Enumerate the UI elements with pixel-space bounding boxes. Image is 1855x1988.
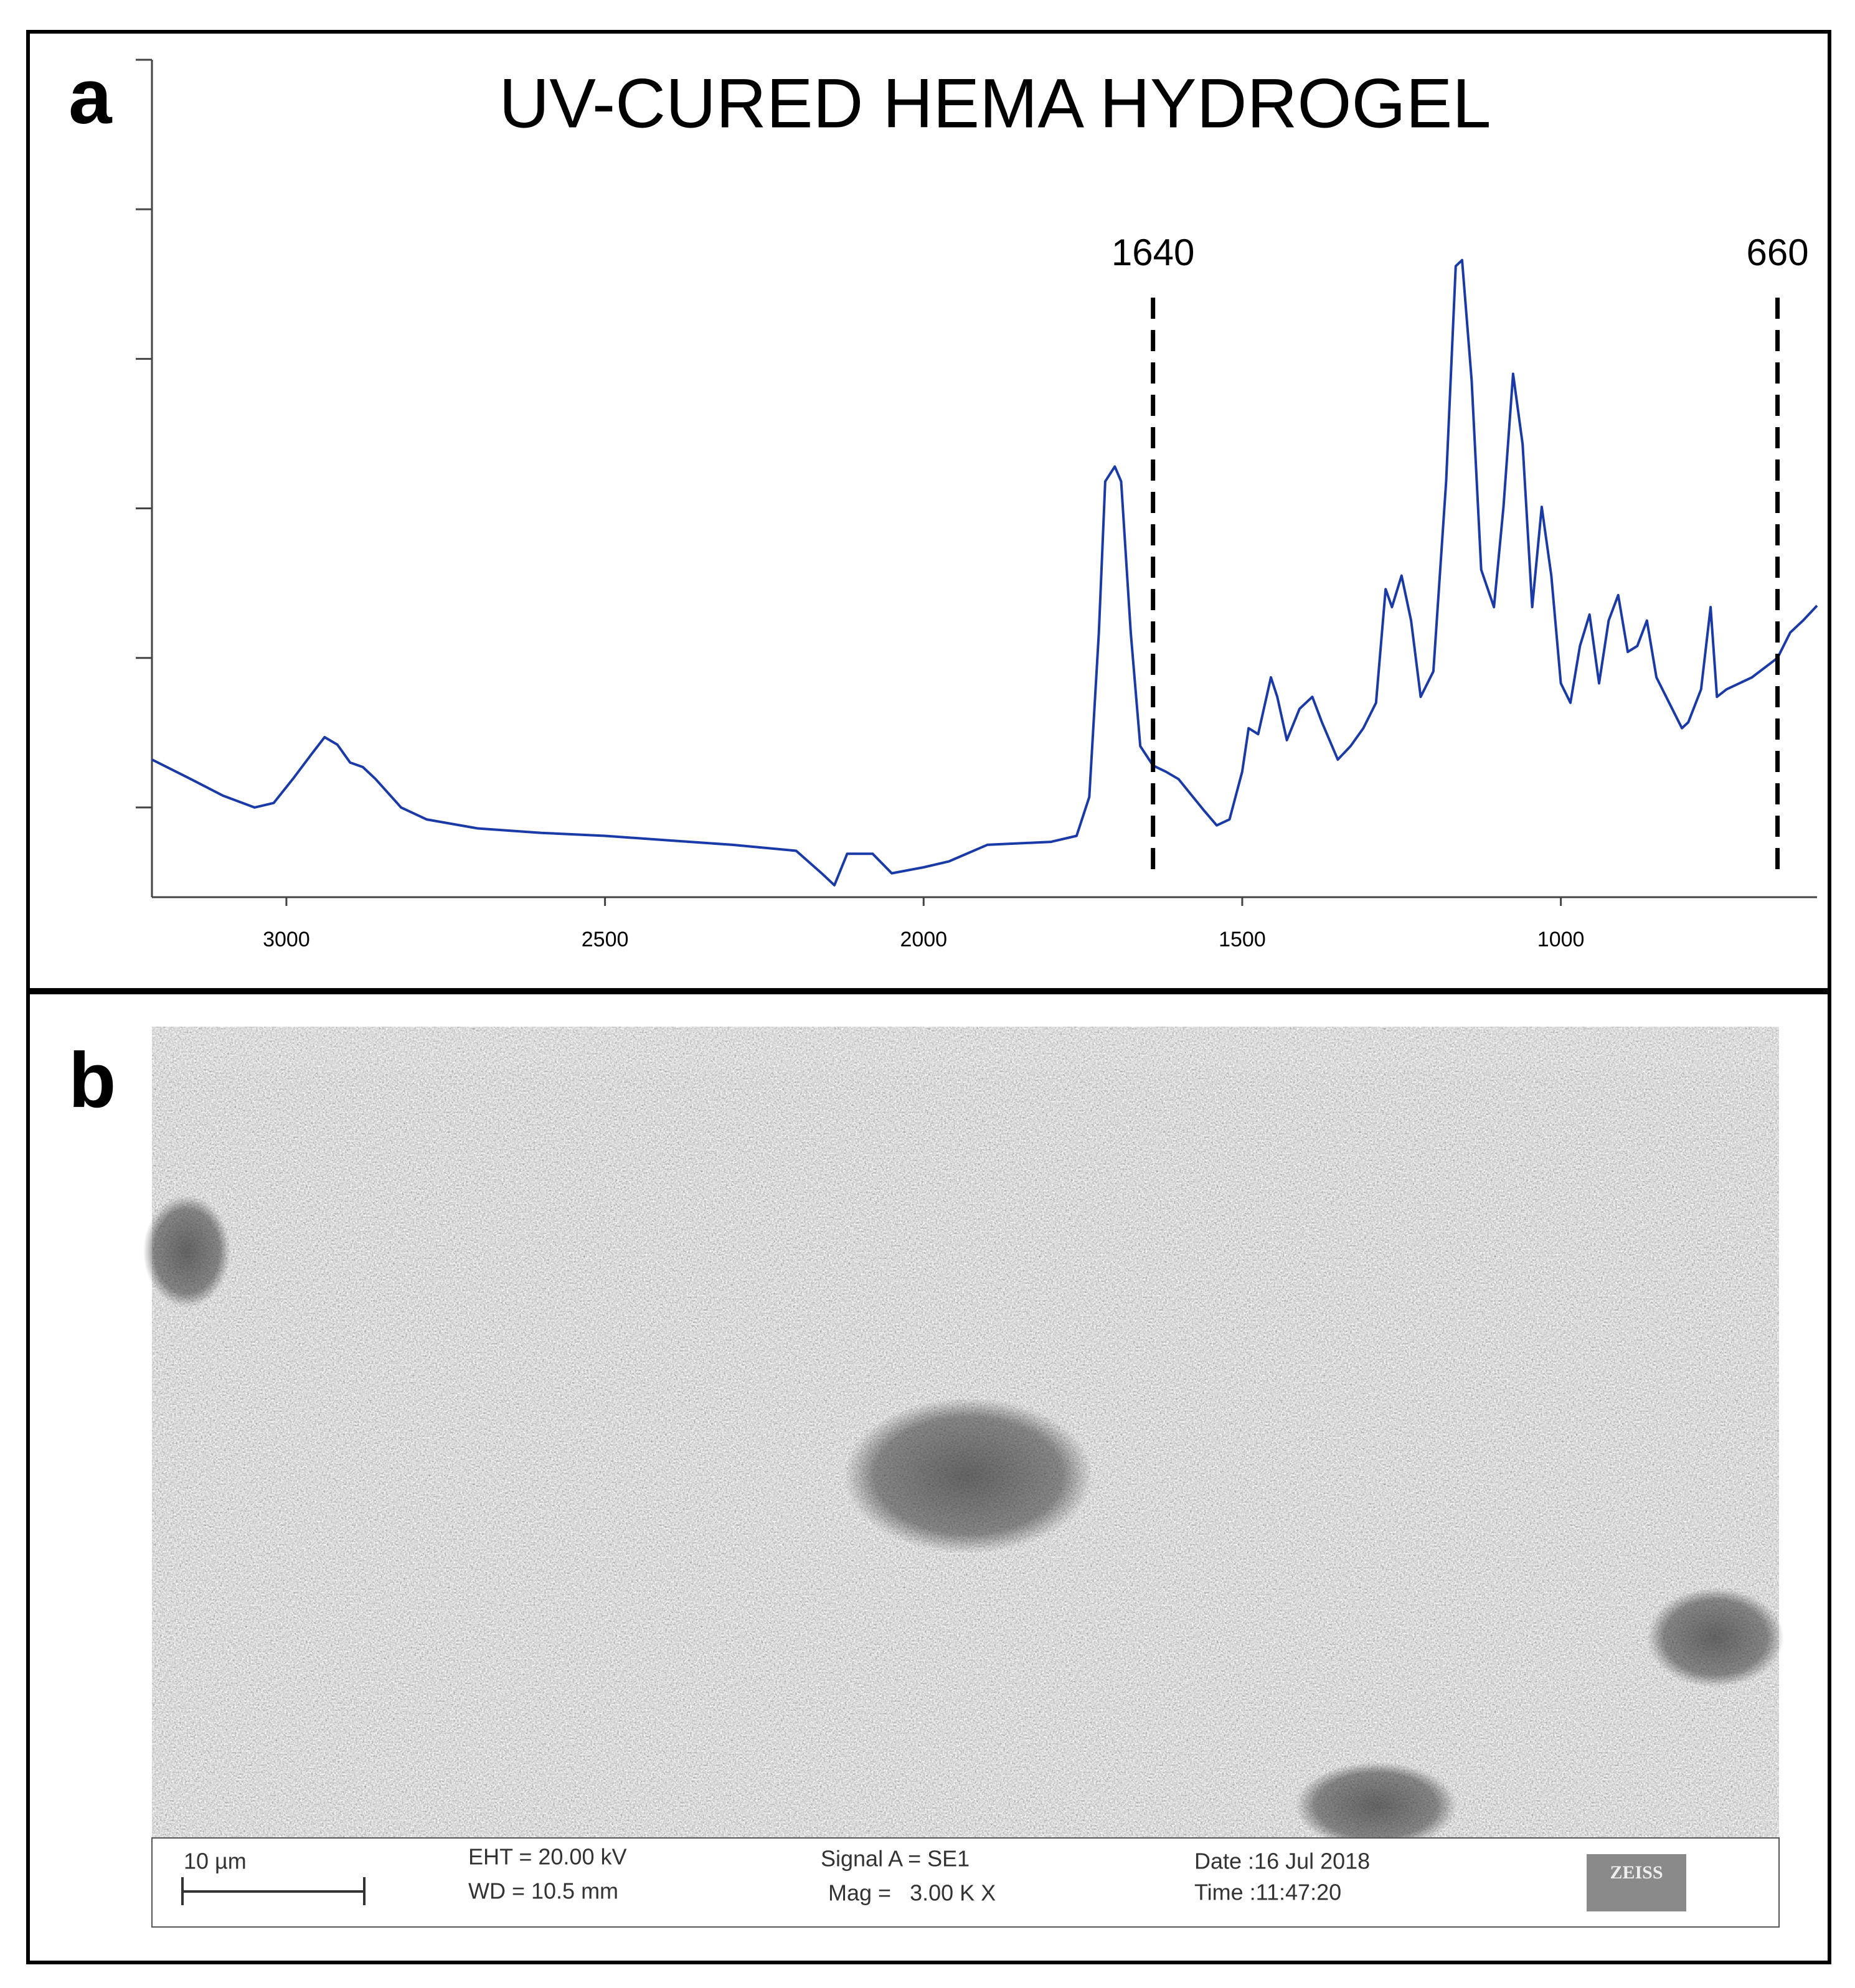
logo-box: [1587, 1854, 1686, 1911]
marker-label: 660: [1746, 232, 1808, 273]
x-tick-label: 1500: [1219, 928, 1266, 951]
sem-info-bar: [151, 1837, 1780, 1928]
sem-pit: [844, 1398, 1093, 1553]
sem-pit: [1647, 1588, 1784, 1687]
scale-bar: [181, 1877, 366, 1905]
plot-area: 3000 2500 2000 1500 1000 1640 660: [136, 59, 1818, 951]
sem-image: [143, 1027, 1784, 1849]
scale-bar-label: 10 µm: [184, 1849, 247, 1874]
time: Time :11:47:20: [1194, 1880, 1341, 1905]
mag: Mag = 3.00 K X: [828, 1880, 996, 1906]
spectrum-line: [151, 258, 1818, 887]
marker-label: 1640: [1112, 232, 1194, 273]
x-tick-label: 2500: [582, 928, 629, 951]
eht: EHT = 20.00 kV: [468, 1844, 626, 1870]
panel-label: b: [68, 1037, 116, 1124]
panel-label: a: [68, 54, 113, 140]
logo: ZEISS: [1610, 1862, 1663, 1883]
chart-title: UV-CURED HEMA HYDROGEL: [499, 65, 1491, 143]
x-tick-label: 3000: [263, 928, 310, 951]
signal: Signal A = SE1: [821, 1846, 970, 1872]
x-tick-label: 1000: [1537, 928, 1585, 951]
sem-pit: [1295, 1762, 1457, 1849]
date: Date :16 Jul 2018: [1194, 1849, 1370, 1874]
sem-info: 10 µm EHT = 20.00 kV WD = 10.5 mm Signal…: [181, 1844, 1686, 1911]
panel-a-frame: [26, 30, 1831, 992]
sem-band: [152, 1027, 1779, 1070]
panel-b-frame: [26, 991, 1831, 1964]
wd: WD = 10.5 mm: [468, 1878, 618, 1904]
x-tick-label: 2000: [900, 928, 947, 951]
sem-pit: [143, 1195, 230, 1307]
